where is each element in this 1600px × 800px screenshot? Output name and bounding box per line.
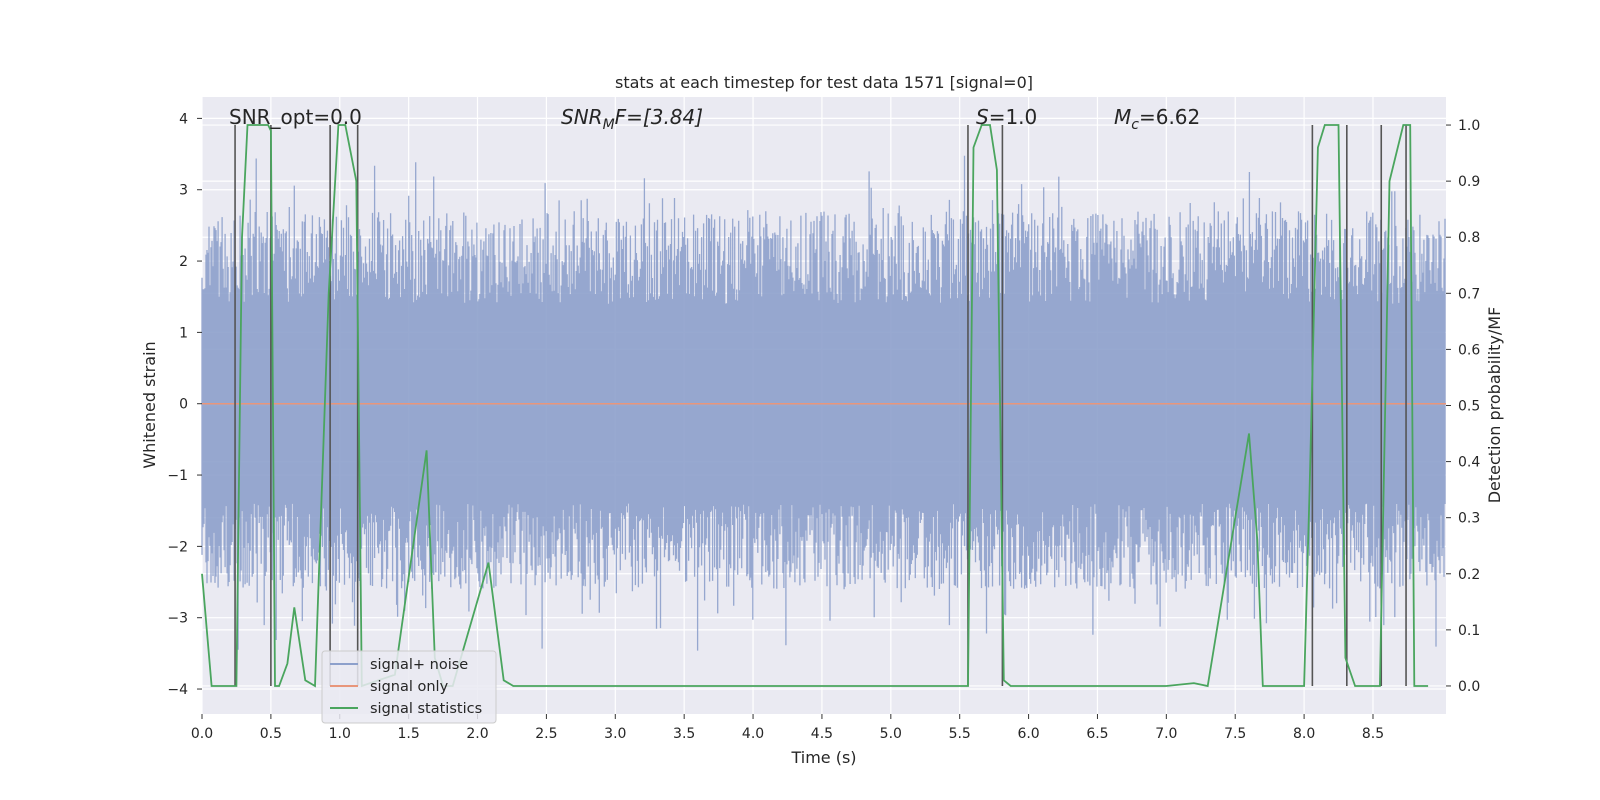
snr-mf-value: F=[3.84] (615, 105, 703, 129)
x-tick-label: 4.5 (811, 726, 833, 742)
left-y-tick-label: −2 (167, 539, 188, 555)
legend-label-signal-only: signal only (370, 679, 449, 695)
snr-mf-subscript: M (603, 117, 615, 133)
legend-label-signal-noise: signal+ noise (370, 657, 468, 673)
right-y-axis-label: Detection probability/MF (1485, 307, 1504, 504)
mc-value: =6.62 (1139, 105, 1200, 129)
right-y-axis-ticks: 1.0 0.9 0.8 0.7 0.6 0.5 0.4 0.3 0.2 0.1 0.0 (1446, 118, 1480, 695)
x-tick-label: 6.5 (1086, 726, 1108, 742)
x-tick-label: 7.0 (1155, 726, 1177, 742)
x-tick-label: 8.0 (1293, 726, 1315, 742)
x-tick-label: 3.5 (673, 726, 695, 742)
left-y-tick-label: −3 (167, 611, 188, 627)
chart-title: stats at each timestep for test data 157… (615, 73, 1033, 92)
x-tick-label: 0.5 (260, 726, 282, 742)
mc-prefix: M (1114, 105, 1131, 129)
x-tick-label: 1.0 (329, 726, 351, 742)
x-tick-label: 2.5 (535, 726, 557, 742)
left-y-axis-ticks: 4 3 2 1 0 −1 −2 −3 −4 (167, 111, 202, 698)
right-y-tick-label: 0.7 (1458, 286, 1480, 302)
legend-box (321, 650, 497, 724)
legend: signal+ noise signal only signal statist… (321, 650, 497, 724)
mc-subscript: c (1131, 117, 1139, 133)
right-y-tick-label: 0.5 (1458, 399, 1480, 415)
x-tick-label: 7.5 (1224, 726, 1246, 742)
right-y-tick-label: 0.8 (1458, 230, 1480, 246)
x-tick-label: 1.5 (398, 726, 420, 742)
left-y-tick-label: 1 (179, 325, 188, 341)
right-y-tick-label: 0.4 (1458, 455, 1480, 471)
left-y-tick-label: 0 (179, 397, 188, 413)
x-tick-label: 4.0 (742, 726, 764, 742)
signal-noise-series (201, 155, 1446, 651)
x-tick-label: 5.5 (949, 726, 971, 742)
x-tick-label: 2.0 (466, 726, 488, 742)
s-prefix: S (976, 105, 989, 129)
x-axis-label: Time (s) (790, 748, 856, 767)
signal-noise-trace (201, 155, 1446, 651)
left-y-tick-label: 3 (179, 183, 188, 199)
right-y-tick-label: 1.0 (1458, 118, 1480, 134)
x-tick-label: 5.0 (880, 726, 902, 742)
left-y-tick-label: −4 (167, 682, 188, 698)
right-y-tick-label: 0.2 (1458, 567, 1480, 583)
s-value: =1.0 (989, 105, 1038, 129)
x-axis-ticks: 0.0 0.5 1.0 1.5 2.0 2.5 3.0 3.5 4.0 4.5 5.0 5.5 6.0 6… (191, 714, 1384, 742)
right-y-tick-label: 0.6 (1458, 342, 1480, 358)
right-y-tick-label: 0.9 (1458, 174, 1480, 190)
right-y-tick-label: 0.0 (1458, 679, 1480, 695)
left-y-tick-label: 4 (179, 111, 188, 127)
annotation-snr-opt: SNR_opt=0.0 (229, 105, 362, 129)
left-y-tick-label: 2 (179, 254, 188, 270)
snr-mf-prefix: SNR (561, 105, 603, 129)
right-y-tick-label: 0.1 (1458, 623, 1480, 639)
x-tick-label: 8.5 (1362, 726, 1384, 742)
left-y-axis-label: Whitened strain (140, 341, 159, 468)
annotation-mc: Mc=6.62 (1114, 105, 1200, 133)
x-tick-label: 0.0 (191, 726, 213, 742)
left-y-tick-label: −1 (167, 468, 188, 484)
legend-label-signal-statistics: signal statistics (370, 701, 482, 717)
annotation-s: S=1.0 (976, 105, 1037, 129)
x-tick-label: 3.0 (604, 726, 626, 742)
x-tick-label: 6.0 (1017, 726, 1039, 742)
signal-statistics-series (201, 124, 1429, 688)
annotation-snr-mf: SNRMF=[3.84] (561, 105, 703, 133)
right-y-tick-label: 0.3 (1458, 511, 1480, 527)
